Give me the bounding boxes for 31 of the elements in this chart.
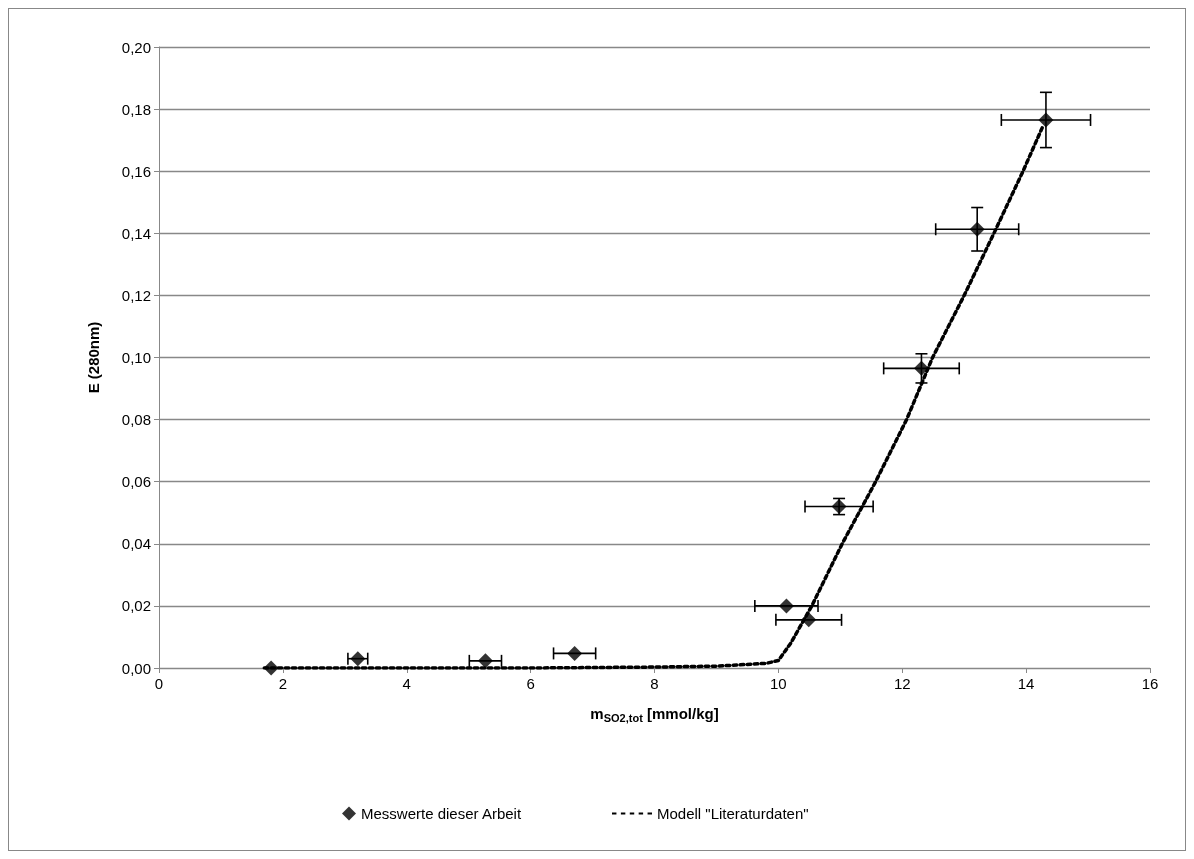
x-tick-label: 14 [1017,675,1035,692]
point [567,645,583,661]
x-tick-label: 8 [650,675,659,692]
point [913,360,929,376]
y-tick-label: 0,04 [121,535,151,553]
x-tick-label: 6 [526,675,535,692]
y-tick-label: 0,10 [121,349,151,366]
x-tick-label: 12 [893,675,911,692]
y-tick-label: 0,06 [121,473,151,491]
x-tick-label: 4 [402,675,411,692]
y-tick-label: 0,18 [121,100,151,118]
point [778,598,794,614]
y-tick-label: 0,14 [121,224,151,242]
point [801,612,817,628]
y-axis-title: E (280nm) [85,321,102,394]
y-tick-label: 0,12 [121,286,151,304]
y-tick-label: 0,02 [121,597,151,615]
point [969,221,985,237]
y-tick-label: 0,08 [121,411,151,429]
x-tick-label: 16 [1141,675,1159,692]
y-tick-label: 0,00 [121,659,151,677]
y-tick-label: 0,16 [121,162,151,180]
legend-label: Modell "Literaturdaten" [657,805,809,822]
point [1038,112,1054,128]
point [263,660,279,676]
x-tick-label: 10 [770,675,787,692]
legend-label: Messwerte dieser Arbeit [361,805,522,822]
point [477,653,493,669]
y-tick-label: 0,20 [121,38,151,56]
x-tick-label: 0 [154,675,164,692]
x-tick-label: 2 [278,675,288,692]
